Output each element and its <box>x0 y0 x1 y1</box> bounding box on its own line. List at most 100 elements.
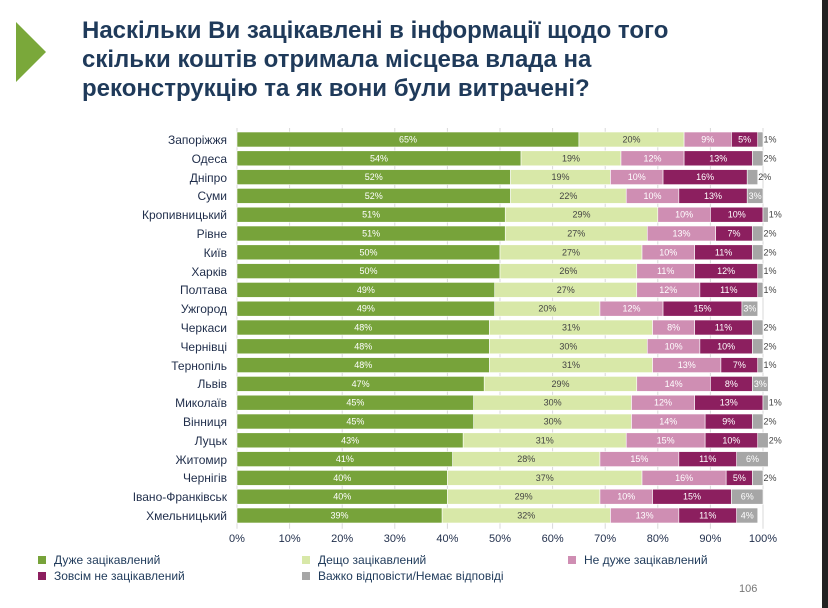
data-label: 15% <box>630 454 648 464</box>
bar-segment <box>736 507 759 524</box>
bar-segment <box>752 225 764 242</box>
data-label: 31% <box>562 360 580 370</box>
data-label: 30% <box>544 398 562 408</box>
data-label: 4% <box>741 511 754 521</box>
window-edge <box>822 0 828 608</box>
bar-segment <box>752 376 769 392</box>
legend-swatch <box>568 555 576 564</box>
data-label: 1% <box>769 210 782 220</box>
data-label: 10% <box>675 210 693 220</box>
category-label: Тернопіль <box>171 358 227 373</box>
category-label: Житомир <box>175 452 227 467</box>
legend-item: Важко відповісти/Немає відповіді <box>302 569 504 583</box>
data-label: 31% <box>536 435 554 445</box>
title-arrow-icon <box>16 22 46 82</box>
data-label: 39% <box>331 511 349 521</box>
legend-swatch <box>302 555 310 564</box>
data-label: 10% <box>617 492 635 502</box>
data-label: 10% <box>717 341 735 351</box>
data-label: 51% <box>362 229 380 239</box>
data-label: 13% <box>704 191 722 201</box>
data-label: 5% <box>733 473 746 483</box>
data-label: 3% <box>749 191 762 201</box>
data-label: 1% <box>764 266 777 276</box>
x-tick-label: 50% <box>488 533 512 545</box>
data-label: 3% <box>754 379 767 389</box>
title-line: реконструкцію та як вони були витрачені? <box>82 75 590 102</box>
legend-label: Не дуже зацікавлений <box>584 553 708 567</box>
data-label: 40% <box>333 473 351 483</box>
data-label: 19% <box>551 172 569 182</box>
data-label: 14% <box>659 417 677 427</box>
data-label: 10% <box>728 210 746 220</box>
bar-segment <box>752 319 764 336</box>
data-label: 30% <box>544 417 562 427</box>
page-number: 106 <box>739 583 758 595</box>
x-tick-label: 20% <box>331 533 354 545</box>
data-label: 2% <box>764 417 777 427</box>
data-label: 45% <box>346 398 364 408</box>
data-label: 12% <box>644 153 662 163</box>
data-label: 13% <box>636 511 654 521</box>
data-label: 6% <box>746 454 759 464</box>
category-label: Запоріжжя <box>168 133 227 147</box>
data-label: 12% <box>659 285 677 295</box>
data-label: 2% <box>764 341 777 351</box>
data-label: 54% <box>370 153 388 163</box>
x-tick-label: 100% <box>748 533 778 545</box>
data-label: 30% <box>559 341 577 351</box>
legend-label: Дуже зацікавлений <box>54 553 161 567</box>
data-label: 1% <box>764 285 777 295</box>
data-label: 51% <box>362 210 380 220</box>
bar-segment <box>757 131 764 148</box>
data-label: 20% <box>538 304 556 314</box>
data-label: 12% <box>717 266 735 276</box>
data-label: 11% <box>715 323 732 333</box>
bar-segment <box>741 300 759 317</box>
category-label: Вінниця <box>183 415 227 429</box>
bar-segment <box>752 413 764 430</box>
bar-segment <box>752 150 764 167</box>
data-label: 11% <box>715 247 732 257</box>
legend-swatch <box>302 571 310 580</box>
legend-item: Не дуже зацікавлений <box>568 553 708 567</box>
legend-label: Важко відповісти/Немає відповіді <box>318 569 504 583</box>
bar-segment <box>752 338 764 355</box>
data-label: 10% <box>659 247 677 257</box>
x-tick-label: 70% <box>594 533 617 545</box>
data-label: 50% <box>359 247 377 257</box>
x-tick-label: 60% <box>541 533 564 545</box>
bar-segment <box>757 357 764 373</box>
legend-swatch <box>38 555 46 564</box>
data-label: 9% <box>722 417 735 427</box>
data-label: 52% <box>365 172 383 182</box>
category-label: Полтава <box>180 283 227 298</box>
category-label: Львів <box>197 377 227 392</box>
bar-segment <box>757 432 769 449</box>
data-label: 11% <box>699 454 716 464</box>
data-label: 3% <box>743 304 756 314</box>
bar-segment <box>757 282 764 298</box>
data-label: 13% <box>709 153 727 163</box>
data-label: 6% <box>741 492 754 502</box>
category-label: Луцьк <box>194 433 227 448</box>
data-label: 7% <box>733 360 746 370</box>
data-label: 45% <box>346 417 364 427</box>
data-label: 16% <box>675 473 693 483</box>
legend-label: Дещо зацікавлений <box>318 553 427 567</box>
category-label: Кропивницький <box>141 208 227 223</box>
bar-segment <box>731 488 764 505</box>
data-label: 15% <box>683 492 701 502</box>
data-label: 27% <box>557 285 575 295</box>
data-label: 5% <box>738 135 751 145</box>
x-tick-label: 80% <box>646 533 669 545</box>
data-label: 8% <box>667 323 680 333</box>
data-label: 11% <box>720 285 737 295</box>
data-label: 7% <box>728 229 741 239</box>
title-line: скільки коштів отримала місцева влада на <box>82 46 592 73</box>
data-label: 16% <box>696 172 714 182</box>
category-label: Київ <box>203 245 227 260</box>
data-label: 41% <box>336 454 354 464</box>
data-label: 13% <box>672 229 690 239</box>
data-label: 20% <box>622 135 640 145</box>
